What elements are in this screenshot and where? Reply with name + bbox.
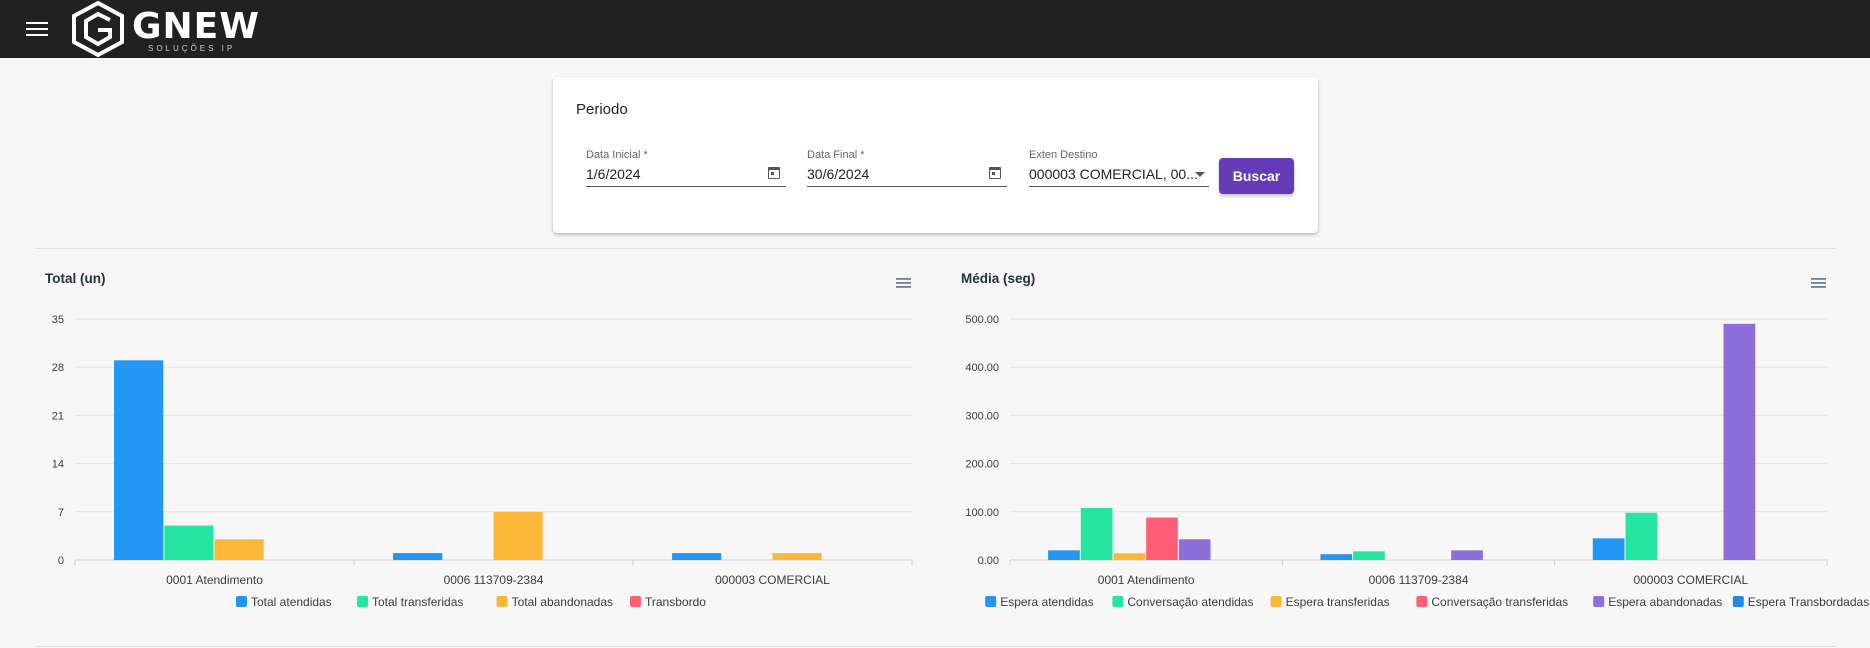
- chart-menu-icon[interactable]: [896, 278, 911, 288]
- legend-marker[interactable]: [630, 596, 641, 607]
- y-tick-label: 400.00: [965, 362, 999, 374]
- legend-marker[interactable]: [1270, 596, 1282, 607]
- legend-marker[interactable]: [1416, 596, 1428, 607]
- y-tick-label: 35: [52, 314, 64, 326]
- legend-label[interactable]: Total abandonadas: [512, 595, 613, 609]
- bar[interactable]: [114, 360, 164, 560]
- menu-line: [896, 286, 911, 288]
- y-tick-label: 500.00: [965, 314, 999, 326]
- bar[interactable]: [1353, 551, 1385, 560]
- calendar-icon[interactable]: [989, 167, 1001, 179]
- y-tick-label: 200.00: [965, 459, 999, 471]
- bar[interactable]: [1723, 323, 1756, 560]
- top-app-bar: GNEW SOLUÇÕES IP: [0, 0, 1870, 58]
- legend-label[interactable]: Espera abandonadas: [1608, 595, 1722, 609]
- legend-marker[interactable]: [1112, 596, 1124, 607]
- extension-value[interactable]: 000003 COMERCIAL, 00...: [1029, 166, 1198, 182]
- x-category-label: 0006 113709-2384: [444, 573, 544, 587]
- menu-line: [896, 282, 911, 284]
- legend-marker[interactable]: [357, 596, 368, 607]
- bar[interactable]: [164, 525, 214, 560]
- menu-line: [896, 278, 911, 280]
- bar[interactable]: [1451, 550, 1483, 560]
- legend-label[interactable]: Total transferidas: [372, 595, 463, 609]
- legend-label[interactable]: Espera atendidas: [1000, 595, 1093, 609]
- x-category-label: 0001 Atendimento: [1098, 573, 1195, 587]
- start-date-field[interactable]: Data Inicial * 1/6/2024: [586, 149, 786, 187]
- chart-menu-icon[interactable]: [1811, 278, 1826, 288]
- period-filter-card: Periodo Data Inicial * 1/6/2024 Data Fin…: [553, 77, 1318, 233]
- legend-label[interactable]: Transbordo: [645, 595, 706, 609]
- chart-title: Total (un): [45, 271, 105, 286]
- chart-legend: Espera atendidas Conversação atendidas Esp…: [985, 595, 1869, 609]
- y-tick-label: 300.00: [965, 410, 999, 422]
- end-date-label: Data Final *: [807, 149, 865, 161]
- bar[interactable]: [214, 539, 264, 560]
- legend-marker[interactable]: [1593, 596, 1605, 607]
- start-date-value[interactable]: 1/6/2024: [586, 166, 641, 182]
- bar[interactable]: [1113, 553, 1146, 560]
- bar[interactable]: [1080, 507, 1113, 560]
- y-tick-label: 21: [52, 410, 64, 422]
- bar[interactable]: [772, 553, 822, 560]
- section-divider: [35, 646, 1836, 647]
- x-category-label: 000003 COMERCIAL: [1633, 573, 1748, 587]
- total-chart: Total (un) 0 7 14 21 28 35 0001 Atendimento 0006…: [45, 271, 913, 609]
- legend-marker[interactable]: [1732, 596, 1744, 607]
- bar[interactable]: [1592, 538, 1625, 560]
- menu-line: [1811, 278, 1826, 280]
- bar[interactable]: [493, 511, 543, 560]
- logo-text: GNEW: [132, 6, 260, 47]
- y-tick-label: 0.00: [978, 555, 999, 567]
- calendar-icon[interactable]: [768, 167, 780, 179]
- x-category-label: 000003 COMERCIAL: [715, 573, 830, 587]
- legend-label[interactable]: Total atendidas: [251, 595, 332, 609]
- menu-line: [1811, 286, 1826, 288]
- end-date-value[interactable]: 30/6/2024: [807, 166, 870, 182]
- logo-subtitle: SOLUÇÕES IP: [148, 44, 236, 53]
- bar[interactable]: [672, 553, 722, 560]
- legend-marker[interactable]: [236, 596, 247, 607]
- y-tick-label: 100.00: [965, 507, 999, 519]
- legend-label[interactable]: Espera Transbordadas: [1748, 595, 1869, 609]
- legend-marker[interactable]: [985, 596, 997, 607]
- legend-label[interactable]: Conversação atendidas: [1127, 595, 1253, 609]
- start-date-label: Data Inicial *: [586, 149, 648, 161]
- extension-select[interactable]: Exten Destino 000003 COMERCIAL, 00...: [1029, 149, 1209, 187]
- y-tick-label: 28: [52, 362, 64, 374]
- dropdown-caret-icon[interactable]: [1195, 172, 1205, 177]
- legend-label[interactable]: Conversação transferidas: [1431, 595, 1568, 609]
- y-tick-label: 7: [58, 507, 64, 519]
- bar[interactable]: [1146, 517, 1178, 560]
- chart-title: Média (seg): [961, 271, 1035, 286]
- x-category-label: 0006 113709-2384: [1369, 573, 1469, 587]
- x-category-label: 0001 Atendimento: [166, 573, 263, 587]
- bar[interactable]: [1625, 512, 1658, 560]
- hamburger-menu-icon[interactable]: [24, 18, 50, 40]
- bar[interactable]: [1048, 550, 1080, 560]
- gnew-logo[interactable]: GNEW SOLUÇÕES IP: [68, 0, 288, 58]
- section-divider: [35, 248, 1836, 249]
- bar[interactable]: [1320, 554, 1353, 560]
- period-title: Periodo: [576, 101, 628, 118]
- media-chart: Média (seg) 0.00 100.00 200.00 300.00 400.00 5…: [961, 271, 1869, 609]
- bar[interactable]: [393, 553, 443, 560]
- legend-marker[interactable]: [496, 596, 508, 607]
- legend-label[interactable]: Espera transferidas: [1286, 595, 1390, 609]
- chart-legend: Total atendidas Total transferidas Total a…: [236, 595, 706, 609]
- end-date-field[interactable]: Data Final * 30/6/2024: [807, 149, 1007, 187]
- logo-hexagon-icon: [72, 0, 124, 58]
- bar[interactable]: [1178, 539, 1211, 560]
- y-tick-label: 0: [58, 555, 64, 567]
- search-button[interactable]: Buscar: [1219, 158, 1294, 194]
- extension-label: Exten Destino: [1029, 149, 1098, 161]
- y-tick-label: 14: [52, 459, 64, 471]
- menu-line: [1811, 282, 1826, 284]
